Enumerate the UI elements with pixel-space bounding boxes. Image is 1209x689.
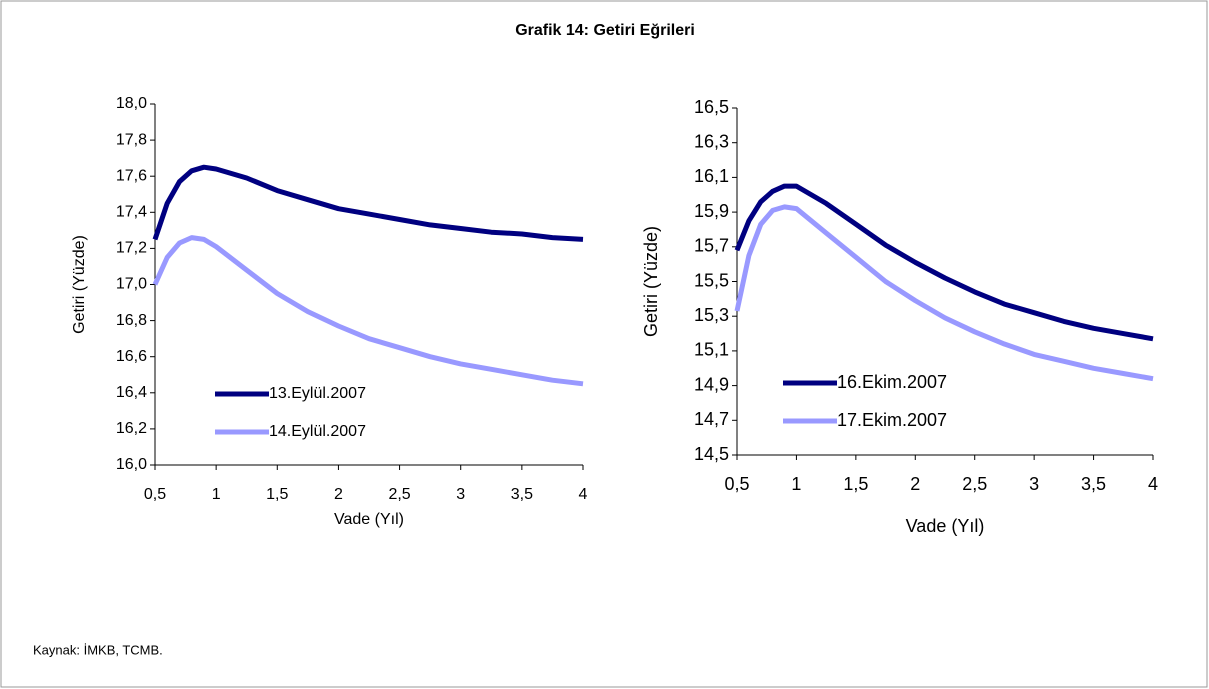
x-tick-label: 4 xyxy=(579,486,588,503)
x-tick-label: 3 xyxy=(1029,474,1039,494)
legend-label: 17.Ekim.2007 xyxy=(837,410,947,430)
x-tick-label: 1 xyxy=(212,486,221,503)
y-tick-label: 14,7 xyxy=(694,409,729,429)
series-line xyxy=(734,204,1154,382)
x-tick-label: 2 xyxy=(334,486,343,503)
y-tick-label: 17,6 xyxy=(116,167,147,184)
x-tick-label: 1 xyxy=(791,474,801,494)
y-tick-label: 15,3 xyxy=(694,305,729,325)
y-axis-label: Getiri (Yüzde) xyxy=(71,235,88,334)
y-tick-label: 16,5 xyxy=(694,97,729,117)
x-tick-label: 2,5 xyxy=(962,474,987,494)
y-tick-label: 14,9 xyxy=(694,374,729,394)
y-tick-label: 16,3 xyxy=(694,131,729,151)
x-tick-label: 3,5 xyxy=(511,486,533,503)
x-tick-label: 0,5 xyxy=(144,486,166,503)
y-tick-label: 15,1 xyxy=(694,340,729,360)
legend-label: 13.Eylül.2007 xyxy=(269,385,366,402)
y-tick-label: 16,6 xyxy=(116,348,147,365)
y-tick-label: 17,2 xyxy=(116,240,147,257)
x-tick-label: 2,5 xyxy=(388,486,410,503)
y-tick-label: 17,8 xyxy=(116,131,147,148)
x-tick-label: 4 xyxy=(1148,474,1158,494)
series-line xyxy=(152,164,584,242)
legend-label: 14.Eylül.2007 xyxy=(269,423,366,440)
page-title: Grafik 14: Getiri Eğrileri xyxy=(515,22,695,39)
y-tick-label: 14,5 xyxy=(694,444,729,464)
y-tick-label: 15,9 xyxy=(694,201,729,221)
legend-label: 16.Ekim.2007 xyxy=(837,372,947,392)
y-tick-label: 15,5 xyxy=(694,270,729,290)
y-tick-label: 18,0 xyxy=(116,95,147,112)
y-tick-label: 17,0 xyxy=(116,276,147,293)
y-tick-label: 16,4 xyxy=(116,384,147,401)
x-axis-label: Vade (Yıl) xyxy=(334,511,404,528)
y-axis-label: Getiri (Yüzde) xyxy=(641,226,661,337)
y-tick-label: 16,0 xyxy=(116,456,147,473)
source-note: Kaynak: İMKB, TCMB. xyxy=(33,642,163,657)
x-tick-label: 3,5 xyxy=(1081,474,1106,494)
y-tick-label: 15,7 xyxy=(694,236,729,256)
x-tick-label: 3 xyxy=(456,486,465,503)
series-line xyxy=(734,183,1154,342)
series-line xyxy=(152,235,584,387)
y-tick-label: 17,4 xyxy=(116,204,147,221)
x-axis-label: Vade (Yıl) xyxy=(906,516,985,536)
x-tick-label: 1,5 xyxy=(266,486,288,503)
y-tick-label: 16,2 xyxy=(116,420,147,437)
x-tick-label: 0,5 xyxy=(724,474,749,494)
x-tick-label: 2 xyxy=(910,474,920,494)
x-tick-label: 1,5 xyxy=(843,474,868,494)
y-tick-label: 16,1 xyxy=(694,166,729,186)
y-tick-label: 16,8 xyxy=(116,312,147,329)
